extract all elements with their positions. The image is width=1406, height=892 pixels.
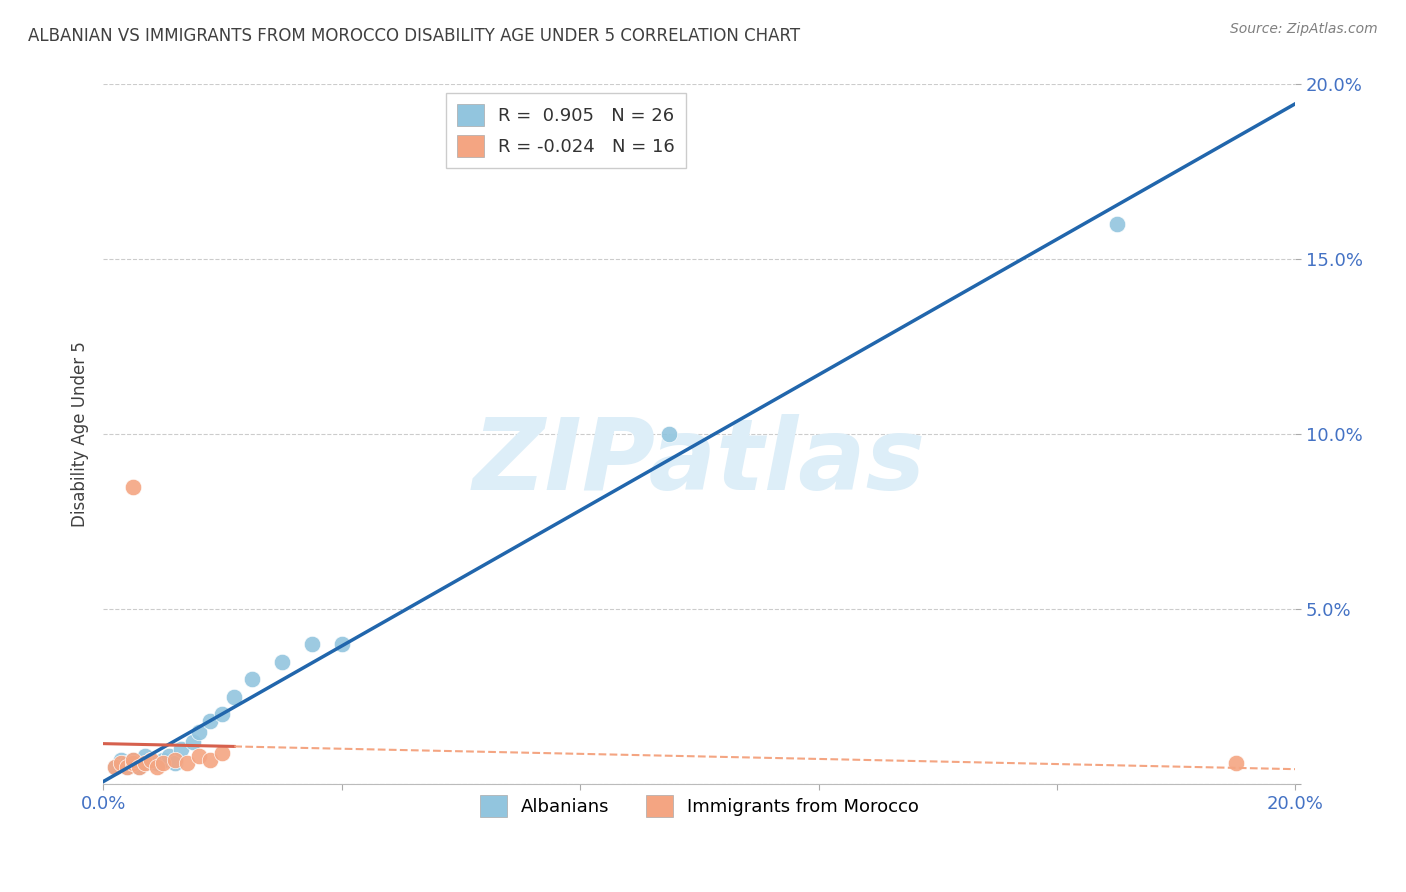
Point (122, 756, 145, 771)
Point (146, 760, 169, 774)
Text: ZIPatlas: ZIPatlas (472, 414, 927, 511)
Point (271, 655, 294, 669)
Point (200, 753, 222, 767)
Point (211, 707, 233, 722)
Point (330, 637, 353, 651)
Point (104, 760, 127, 774)
Point (104, 760, 127, 774)
Point (122, 753, 145, 767)
Point (139, 753, 162, 767)
Point (134, 756, 156, 771)
Point (146, 756, 169, 771)
Point (122, 756, 145, 771)
Point (163, 756, 186, 771)
Point (122, 480, 145, 494)
Point (200, 714, 222, 729)
Point (122, 753, 145, 767)
Point (115, 760, 138, 774)
Point (128, 760, 150, 774)
Point (115, 756, 138, 771)
Text: ALBANIAN VS IMMIGRANTS FROM MOROCCO DISABILITY AGE UNDER 5 CORRELATION CHART: ALBANIAN VS IMMIGRANTS FROM MOROCCO DISA… (28, 27, 800, 45)
Text: Source: ZipAtlas.com: Source: ZipAtlas.com (1230, 22, 1378, 37)
Point (134, 749, 156, 764)
Point (1105, 218, 1128, 232)
Point (110, 756, 132, 771)
Point (115, 760, 138, 774)
Y-axis label: Disability Age Under 5: Disability Age Under 5 (72, 342, 89, 527)
Point (181, 735, 204, 749)
Legend: Albanians, Immigrants from Morocco: Albanians, Immigrants from Morocco (472, 788, 927, 824)
Point (134, 756, 156, 771)
Point (301, 637, 323, 651)
Point (157, 749, 180, 764)
Point (240, 673, 263, 687)
Point (128, 760, 150, 774)
Point (110, 753, 132, 767)
Point (211, 746, 233, 760)
Point (1225, 756, 1247, 771)
Point (169, 742, 191, 756)
Point (658, 427, 681, 442)
Point (152, 756, 174, 771)
Point (163, 753, 186, 767)
Point (176, 756, 198, 771)
Point (187, 725, 209, 739)
Point (187, 749, 209, 764)
Point (139, 753, 162, 767)
Point (152, 753, 174, 767)
Point (224, 690, 246, 704)
